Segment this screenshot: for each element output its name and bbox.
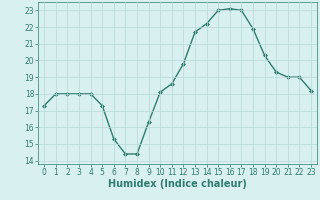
X-axis label: Humidex (Indice chaleur): Humidex (Indice chaleur) — [108, 179, 247, 189]
